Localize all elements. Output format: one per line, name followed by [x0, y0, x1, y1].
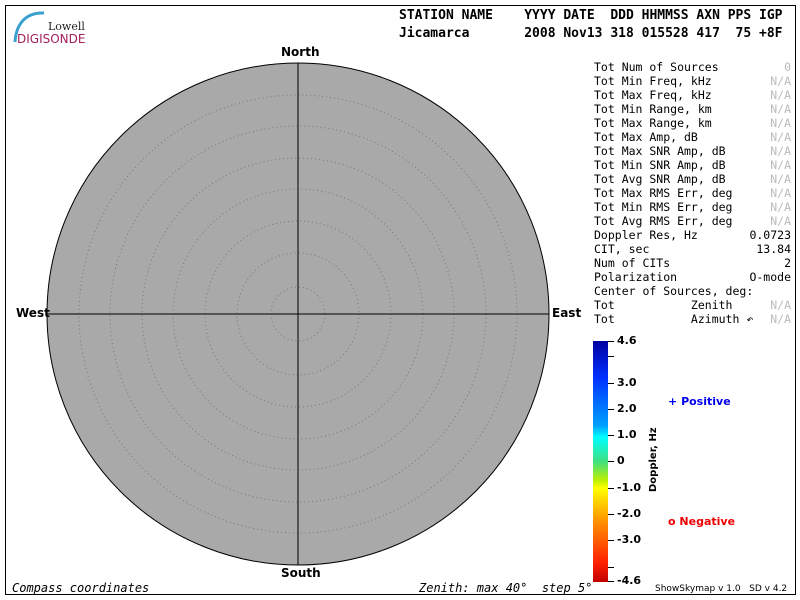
- stat-row: Tot Min SNR Amp, dB N/A: [594, 158, 791, 172]
- circle-icon: o: [668, 515, 676, 528]
- stat-value: N/A: [770, 312, 791, 326]
- header-values: Jicamarca 2008 Nov13 318 015528 417 75 +…: [399, 26, 783, 41]
- legend-negative-label: Negative: [679, 515, 736, 528]
- colorbar-tick: [608, 488, 614, 489]
- stat-row: Tot Min Freq, kHz N/A: [594, 74, 791, 88]
- stat-label: Num of CITs: [594, 256, 671, 270]
- colorbar-tick-label: 0: [617, 454, 625, 467]
- colorbar-title: Doppler, Hz: [648, 427, 659, 492]
- legend-positive: + Positive: [668, 395, 731, 408]
- stat-value: N/A: [770, 214, 791, 228]
- stat-row: Tot Max Freq, kHz N/A: [594, 88, 791, 102]
- colorbar-tick: [608, 409, 614, 410]
- stat-row: Doppler Res, Hz 0.0723: [594, 228, 791, 242]
- stat-value: 2: [784, 256, 791, 270]
- footer-zenith: Zenith: max 40° step 5°: [419, 581, 593, 595]
- stat-label: Tot Avg RMS Err, deg: [594, 214, 733, 228]
- stat-value: 0.0723: [749, 228, 791, 242]
- stat-value: N/A: [770, 158, 791, 172]
- stat-label: CIT, sec: [594, 242, 650, 256]
- colorbar-tick-label: 2.0: [617, 402, 637, 415]
- stat-row: Polarization O-mode: [594, 270, 791, 284]
- stat-row: Tot Max Range, km N/A: [594, 116, 791, 130]
- plot-frame: [5, 5, 796, 595]
- stat-value: 0: [784, 60, 791, 74]
- stat-row: Tot Num of Sources 0: [594, 60, 791, 74]
- stat-value: N/A: [770, 102, 791, 116]
- colorbar-tick-label: 1.0: [617, 428, 637, 441]
- stat-value: N/A: [770, 200, 791, 214]
- stat-row: Tot Min Range, km N/A: [594, 102, 791, 116]
- colorbar-tick: [608, 341, 614, 342]
- stat-label: Tot Max Amp, dB: [594, 130, 698, 144]
- colorbar-tick-label: -2.0: [617, 507, 642, 520]
- stat-row: Tot Azimuth ↶ N/A: [594, 312, 791, 326]
- stat-value: N/A: [770, 298, 791, 312]
- colorbar-tick-label: -4.6: [617, 574, 642, 587]
- direction-west: West: [16, 306, 50, 320]
- stat-row: CIT, sec 13.84: [594, 242, 791, 256]
- stat-row: Tot Min RMS Err, deg N/A: [594, 200, 791, 214]
- stat-label: Tot Min RMS Err, deg: [594, 200, 733, 214]
- colorbar-minor-tick: [608, 567, 614, 568]
- colorbar-tick-label: -3.0: [617, 533, 642, 546]
- colorbar-tick: [608, 383, 614, 384]
- stat-label: Tot Max SNR Amp, dB: [594, 144, 726, 158]
- stat-value: N/A: [770, 116, 791, 130]
- stat-value: 13.84: [756, 242, 791, 256]
- colorbar-tick-label: 3.0: [617, 376, 637, 389]
- direction-south: South: [281, 566, 321, 580]
- footer-version: ShowSkymap v 1.0 SD v 4.2: [655, 584, 788, 594]
- stat-value: N/A: [770, 186, 791, 200]
- colorbar-tick: [608, 581, 614, 582]
- colorbar-tick-label: 4.6: [617, 334, 637, 347]
- stat-label: Tot Num of Sources: [594, 60, 719, 74]
- stat-row: Center of Sources, deg:: [594, 284, 791, 298]
- stat-row: Tot Avg SNR Amp, dB N/A: [594, 172, 791, 186]
- direction-east: East: [552, 306, 582, 320]
- stat-label: Tot Min SNR Amp, dB: [594, 158, 726, 172]
- stat-label: Tot Max RMS Err, deg: [594, 186, 733, 200]
- stat-label: Doppler Res, Hz: [594, 228, 698, 242]
- stat-label: Tot Min Range, km: [594, 102, 712, 116]
- logo-text-lowell: Lowell: [48, 20, 85, 33]
- stat-label: Tot Max Freq, kHz: [594, 88, 712, 102]
- stat-row: Tot Max SNR Amp, dB N/A: [594, 144, 791, 158]
- stat-label: Polarization: [594, 270, 678, 284]
- legend-negative: o Negative: [668, 515, 735, 528]
- legend-positive-label: Positive: [681, 395, 731, 408]
- stat-row: Tot Max RMS Err, deg N/A: [594, 186, 791, 200]
- logo-text-digisonde: DIGISONDE: [17, 32, 86, 46]
- stat-label: Tot Azimuth ↶: [594, 312, 754, 326]
- stat-label: Tot Max Range, km: [594, 116, 712, 130]
- stat-value: N/A: [770, 88, 791, 102]
- colorbar-minor-tick: [608, 356, 614, 357]
- stat-row: Tot Max Amp, dB N/A: [594, 130, 791, 144]
- stat-row: Tot Avg RMS Err, deg N/A: [594, 214, 791, 228]
- colorbar-tick: [608, 461, 614, 462]
- stat-value: N/A: [770, 130, 791, 144]
- plus-icon: +: [668, 395, 678, 408]
- header-labels: STATION NAME YYYY DATE DDD HHMMSS AXN PP…: [399, 8, 783, 23]
- colorbar-tick: [608, 540, 614, 541]
- stat-row: Tot Zenith N/A: [594, 298, 791, 312]
- stat-label: Center of Sources, deg:: [594, 284, 754, 298]
- colorbar-tick: [608, 514, 614, 515]
- stat-label: Tot Zenith: [594, 298, 733, 312]
- stat-label: Tot Avg SNR Amp, dB: [594, 172, 726, 186]
- footer-coordinates: Compass coordinates: [12, 581, 150, 595]
- doppler-colorbar: [593, 341, 608, 582]
- logo-arc-icon: [13, 11, 45, 43]
- stat-value: N/A: [770, 172, 791, 186]
- colorbar-tick: [608, 435, 614, 436]
- direction-north: North: [281, 45, 320, 59]
- stat-row: Num of CITs 2: [594, 256, 791, 270]
- stat-value: O-mode: [749, 270, 791, 284]
- statistics-panel: Tot Num of Sources 0 Tot Min Freq, kHz N/A T…: [594, 60, 791, 326]
- stat-label: Tot Min Freq, kHz: [594, 74, 712, 88]
- stat-value: N/A: [770, 144, 791, 158]
- stat-value: N/A: [770, 74, 791, 88]
- colorbar-tick-label: -1.0: [617, 481, 642, 494]
